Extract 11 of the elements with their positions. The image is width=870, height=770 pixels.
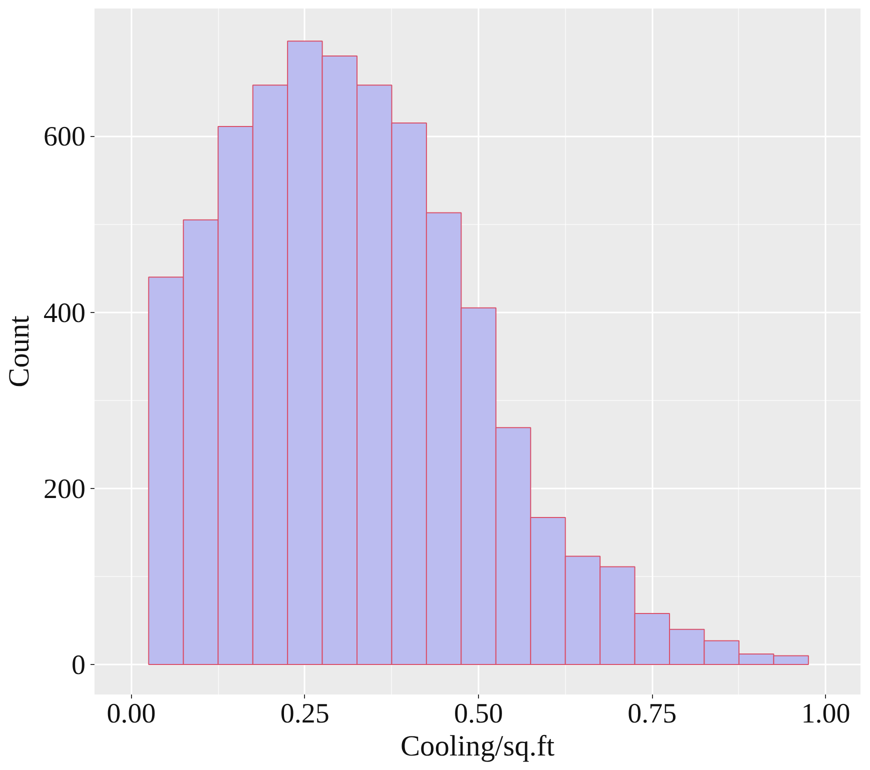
y-tick-label: 200 [44, 474, 86, 505]
y-tick-label: 0 [72, 650, 86, 682]
y-tick-label: 400 [44, 298, 86, 329]
x-axis-title: Cooling/sq.ft [400, 730, 555, 762]
x-tick-label: 1.00 [801, 698, 850, 730]
y-axis-title: Count [4, 316, 36, 388]
y-tick-label: 600 [44, 122, 86, 153]
x-tick-label: 0.00 [106, 698, 156, 730]
x-tick-label: 0.25 [280, 698, 330, 730]
x-tick-label: 0.75 [628, 698, 677, 730]
x-tick-label: 0.50 [454, 698, 504, 730]
